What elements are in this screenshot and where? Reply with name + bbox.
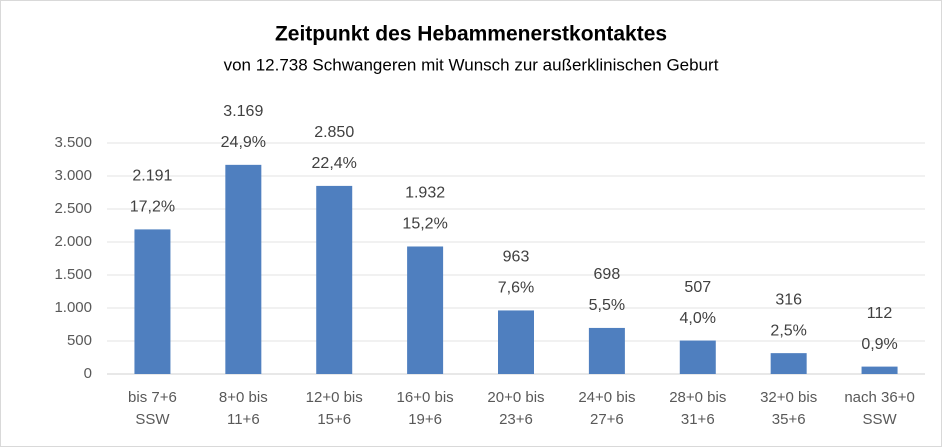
bar [861, 366, 898, 374]
value-label: 112 [867, 305, 893, 322]
y-tick-label: 3.000 [54, 167, 92, 184]
bar [770, 353, 807, 374]
x-tick-label: bis 7+6 SSW [128, 389, 177, 428]
y-tick-label: 1.000 [54, 299, 92, 316]
value-label: 316 [775, 291, 802, 308]
bar [498, 310, 534, 374]
x-tick-label: 24+0 bis 27+6 [578, 389, 635, 428]
x-tick-label: 28+0 bis 31+6 [669, 389, 726, 428]
y-tick-label: 500 [67, 332, 92, 349]
y-tick-label: 0 [84, 365, 92, 382]
percent-label: 24,9% [221, 134, 266, 151]
value-label: 507 [684, 279, 711, 296]
chart-title: Zeitpunkt des Hebammenerstkontaktes [275, 23, 667, 46]
percent-label: 5,5% [589, 297, 625, 314]
percent-label: 2,5% [770, 322, 806, 339]
x-tick-label: 8+0 bis 11+6 [219, 389, 268, 428]
bar [588, 327, 625, 374]
percent-label: 15,2% [402, 216, 447, 233]
percent-label: 4,0% [680, 310, 716, 327]
bar [134, 229, 171, 374]
value-label: 3.169 [223, 103, 263, 120]
value-label: 963 [503, 249, 530, 266]
x-tick-label: 12+0 bis 15+6 [306, 389, 363, 428]
x-tick-label: nach 36+0 SSW [844, 389, 914, 428]
x-tick-label: 32+0 bis 35+6 [760, 389, 817, 428]
bar [316, 185, 353, 374]
bar [679, 340, 716, 374]
percent-label: 0,9% [861, 336, 897, 353]
x-tick-label: 16+0 bis 19+6 [397, 389, 454, 428]
y-tick-label: 2.500 [54, 200, 92, 217]
value-label: 2.191 [132, 168, 172, 185]
percent-label: 7,6% [498, 280, 534, 297]
value-label: 2.850 [314, 124, 354, 141]
percent-label: 17,2% [130, 199, 175, 216]
bar [225, 164, 262, 374]
value-label: 1.932 [405, 185, 445, 202]
y-tick-label: 3.500 [54, 134, 92, 151]
y-tick-label: 2.000 [54, 233, 92, 250]
bar [407, 246, 444, 374]
x-tick-label: 20+0 bis 23+6 [487, 389, 544, 428]
value-label: 698 [594, 266, 621, 283]
percent-label: 22,4% [312, 155, 357, 172]
chart-subtitle: von 12.738 Schwangeren mit Wunsch zur au… [224, 55, 719, 74]
y-tick-label: 1.500 [54, 266, 92, 283]
